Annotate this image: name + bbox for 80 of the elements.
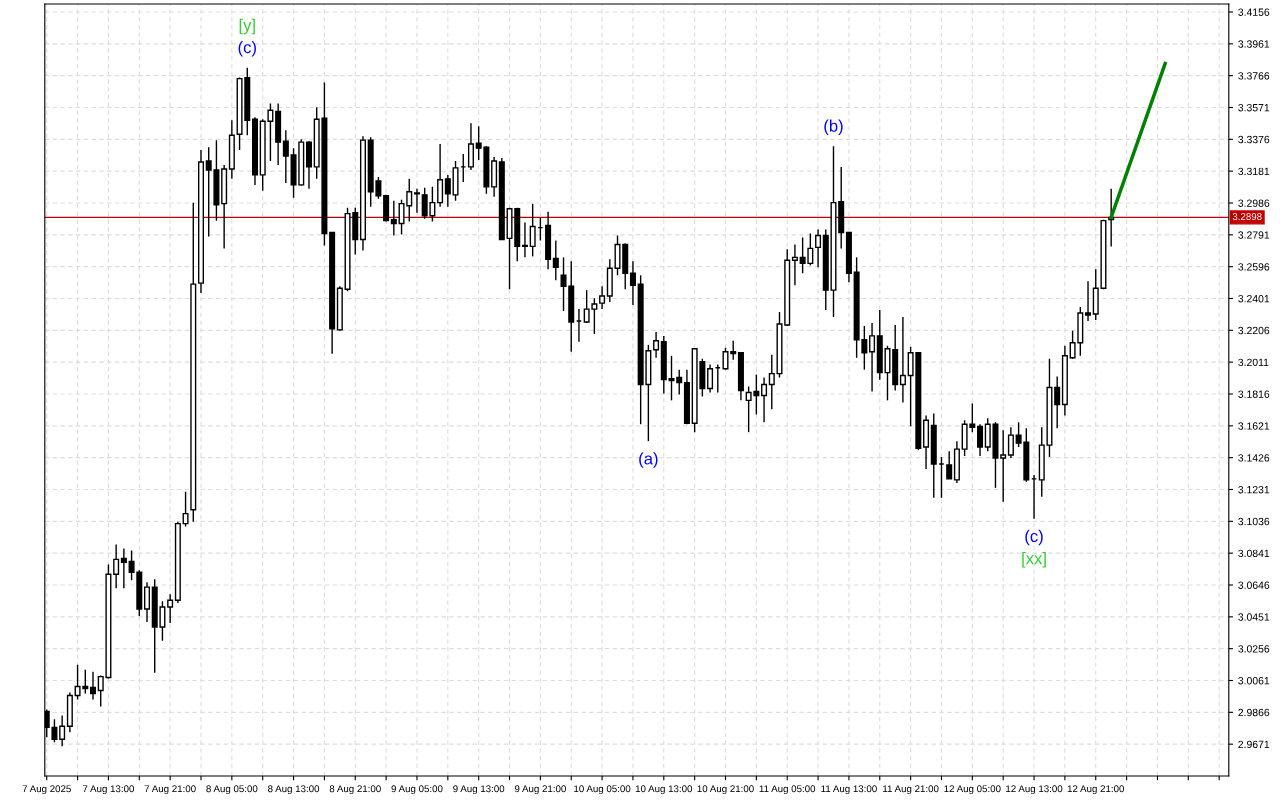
candlestick [707, 363, 714, 394]
candlestick [167, 593, 174, 624]
y-tick-label: 3.4156 [1238, 8, 1270, 16]
x-tick-label: 9 Aug 13:00 [453, 785, 505, 795]
candlestick [143, 581, 151, 623]
candlestick [529, 202, 536, 258]
candlestick [761, 376, 768, 423]
candlestick [791, 243, 798, 286]
y-tick-label: 3.1036 [1238, 517, 1270, 526]
candlestick [521, 221, 528, 259]
candlestick [282, 129, 289, 184]
candlestick [1007, 426, 1014, 459]
candlestick [413, 188, 420, 214]
x-tick-label: 9 Aug 05:00 [391, 785, 443, 795]
x-tick-label: 7 Aug 13:00 [82, 785, 135, 795]
y-tick-label: 3.0256 [1238, 645, 1270, 653]
candlestick [1054, 375, 1061, 429]
candlestick [946, 450, 953, 480]
y-tick-label: 3.2011 [1238, 358, 1269, 367]
y-tick-label: 3.2596 [1238, 263, 1270, 271]
candlestick [390, 200, 397, 237]
candlestick [815, 228, 822, 269]
y-tick-label: 3.3181 [1238, 167, 1270, 176]
candlestick [89, 670, 97, 701]
y-tick-label: 3.1231 [1238, 486, 1270, 494]
y-tick-label: 3.1426 [1238, 454, 1270, 462]
y-tick-label: 2.9671 [1238, 740, 1270, 749]
y-tick-label: 2.9866 [1238, 708, 1270, 717]
y-tick-label: 3.3376 [1238, 135, 1270, 144]
annotation: [y] [239, 18, 255, 35]
x-tick-label: 11 Aug 13:00 [821, 785, 877, 795]
x-tick-label: 12 Aug 21:00 [1067, 785, 1125, 795]
x-tick-label: 10 Aug 05:00 [574, 785, 631, 795]
candlestick [599, 285, 606, 310]
x-tick-label: 8 Aug 13:00 [268, 785, 320, 795]
x-tick-label: 10 Aug 21:00 [697, 785, 754, 795]
y-tick-label: 3.2986 [1238, 199, 1270, 207]
x-tick-label: 7 Aug 2025 [22, 785, 71, 795]
candlestick [444, 174, 451, 208]
annotation: (a) [639, 452, 658, 468]
y-tick-label: 3.0061 [1238, 677, 1270, 685]
y-tick-label: 3.0646 [1238, 581, 1270, 589]
annotation: (c) [1025, 529, 1043, 546]
x-tick-label: 11 Aug 05:00 [759, 785, 816, 795]
ref-line-label: 3.2898 [1232, 213, 1262, 220]
candlestick [552, 239, 559, 281]
y-tick-label: 3.3961 [1238, 40, 1270, 48]
candlestick [120, 547, 127, 589]
candlestick [59, 714, 66, 747]
candlestick [113, 543, 120, 589]
y-tick-label: 3.1621 [1238, 422, 1270, 430]
candlestick [467, 122, 474, 171]
x-tick-label: 12 Aug 05:00 [944, 785, 1001, 795]
annotation: (c) [238, 41, 256, 57]
annotation: (b) [824, 119, 843, 136]
candlestick [437, 143, 444, 208]
candlestick [1000, 429, 1007, 503]
x-tick-label: 11 Aug 21:00 [883, 785, 939, 795]
y-tick-label: 3.2206 [1238, 326, 1270, 335]
y-tick-label: 3.3571 [1238, 104, 1270, 112]
annotation: [xx] [1022, 552, 1046, 568]
y-tick-label: 3.2791 [1238, 231, 1270, 239]
candlestick [629, 260, 636, 306]
candlestick [1085, 280, 1092, 322]
y-tick-label: 3.0451 [1238, 613, 1270, 621]
x-tick-label: 8 Aug 05:00 [206, 785, 258, 795]
candlestick [653, 331, 660, 359]
y-tick-label: 3.0841 [1238, 549, 1270, 558]
y-tick-label: 3.1816 [1238, 390, 1270, 398]
y-tick-label: 3.3766 [1238, 72, 1270, 80]
y-tick-label: 3.2401 [1238, 295, 1270, 303]
x-tick-label: 7 Aug 21:00 [144, 785, 196, 795]
candlestick [899, 316, 906, 404]
x-tick-label: 8 Aug 21:00 [329, 785, 381, 795]
candlestick [869, 322, 876, 393]
x-tick-label: 10 Aug 13:00 [635, 785, 693, 795]
candlestick [182, 491, 189, 528]
x-tick-label: 9 Aug 21:00 [514, 785, 566, 795]
candlestick [977, 423, 984, 457]
x-tick-label: 12 Aug 13:00 [1006, 785, 1063, 795]
